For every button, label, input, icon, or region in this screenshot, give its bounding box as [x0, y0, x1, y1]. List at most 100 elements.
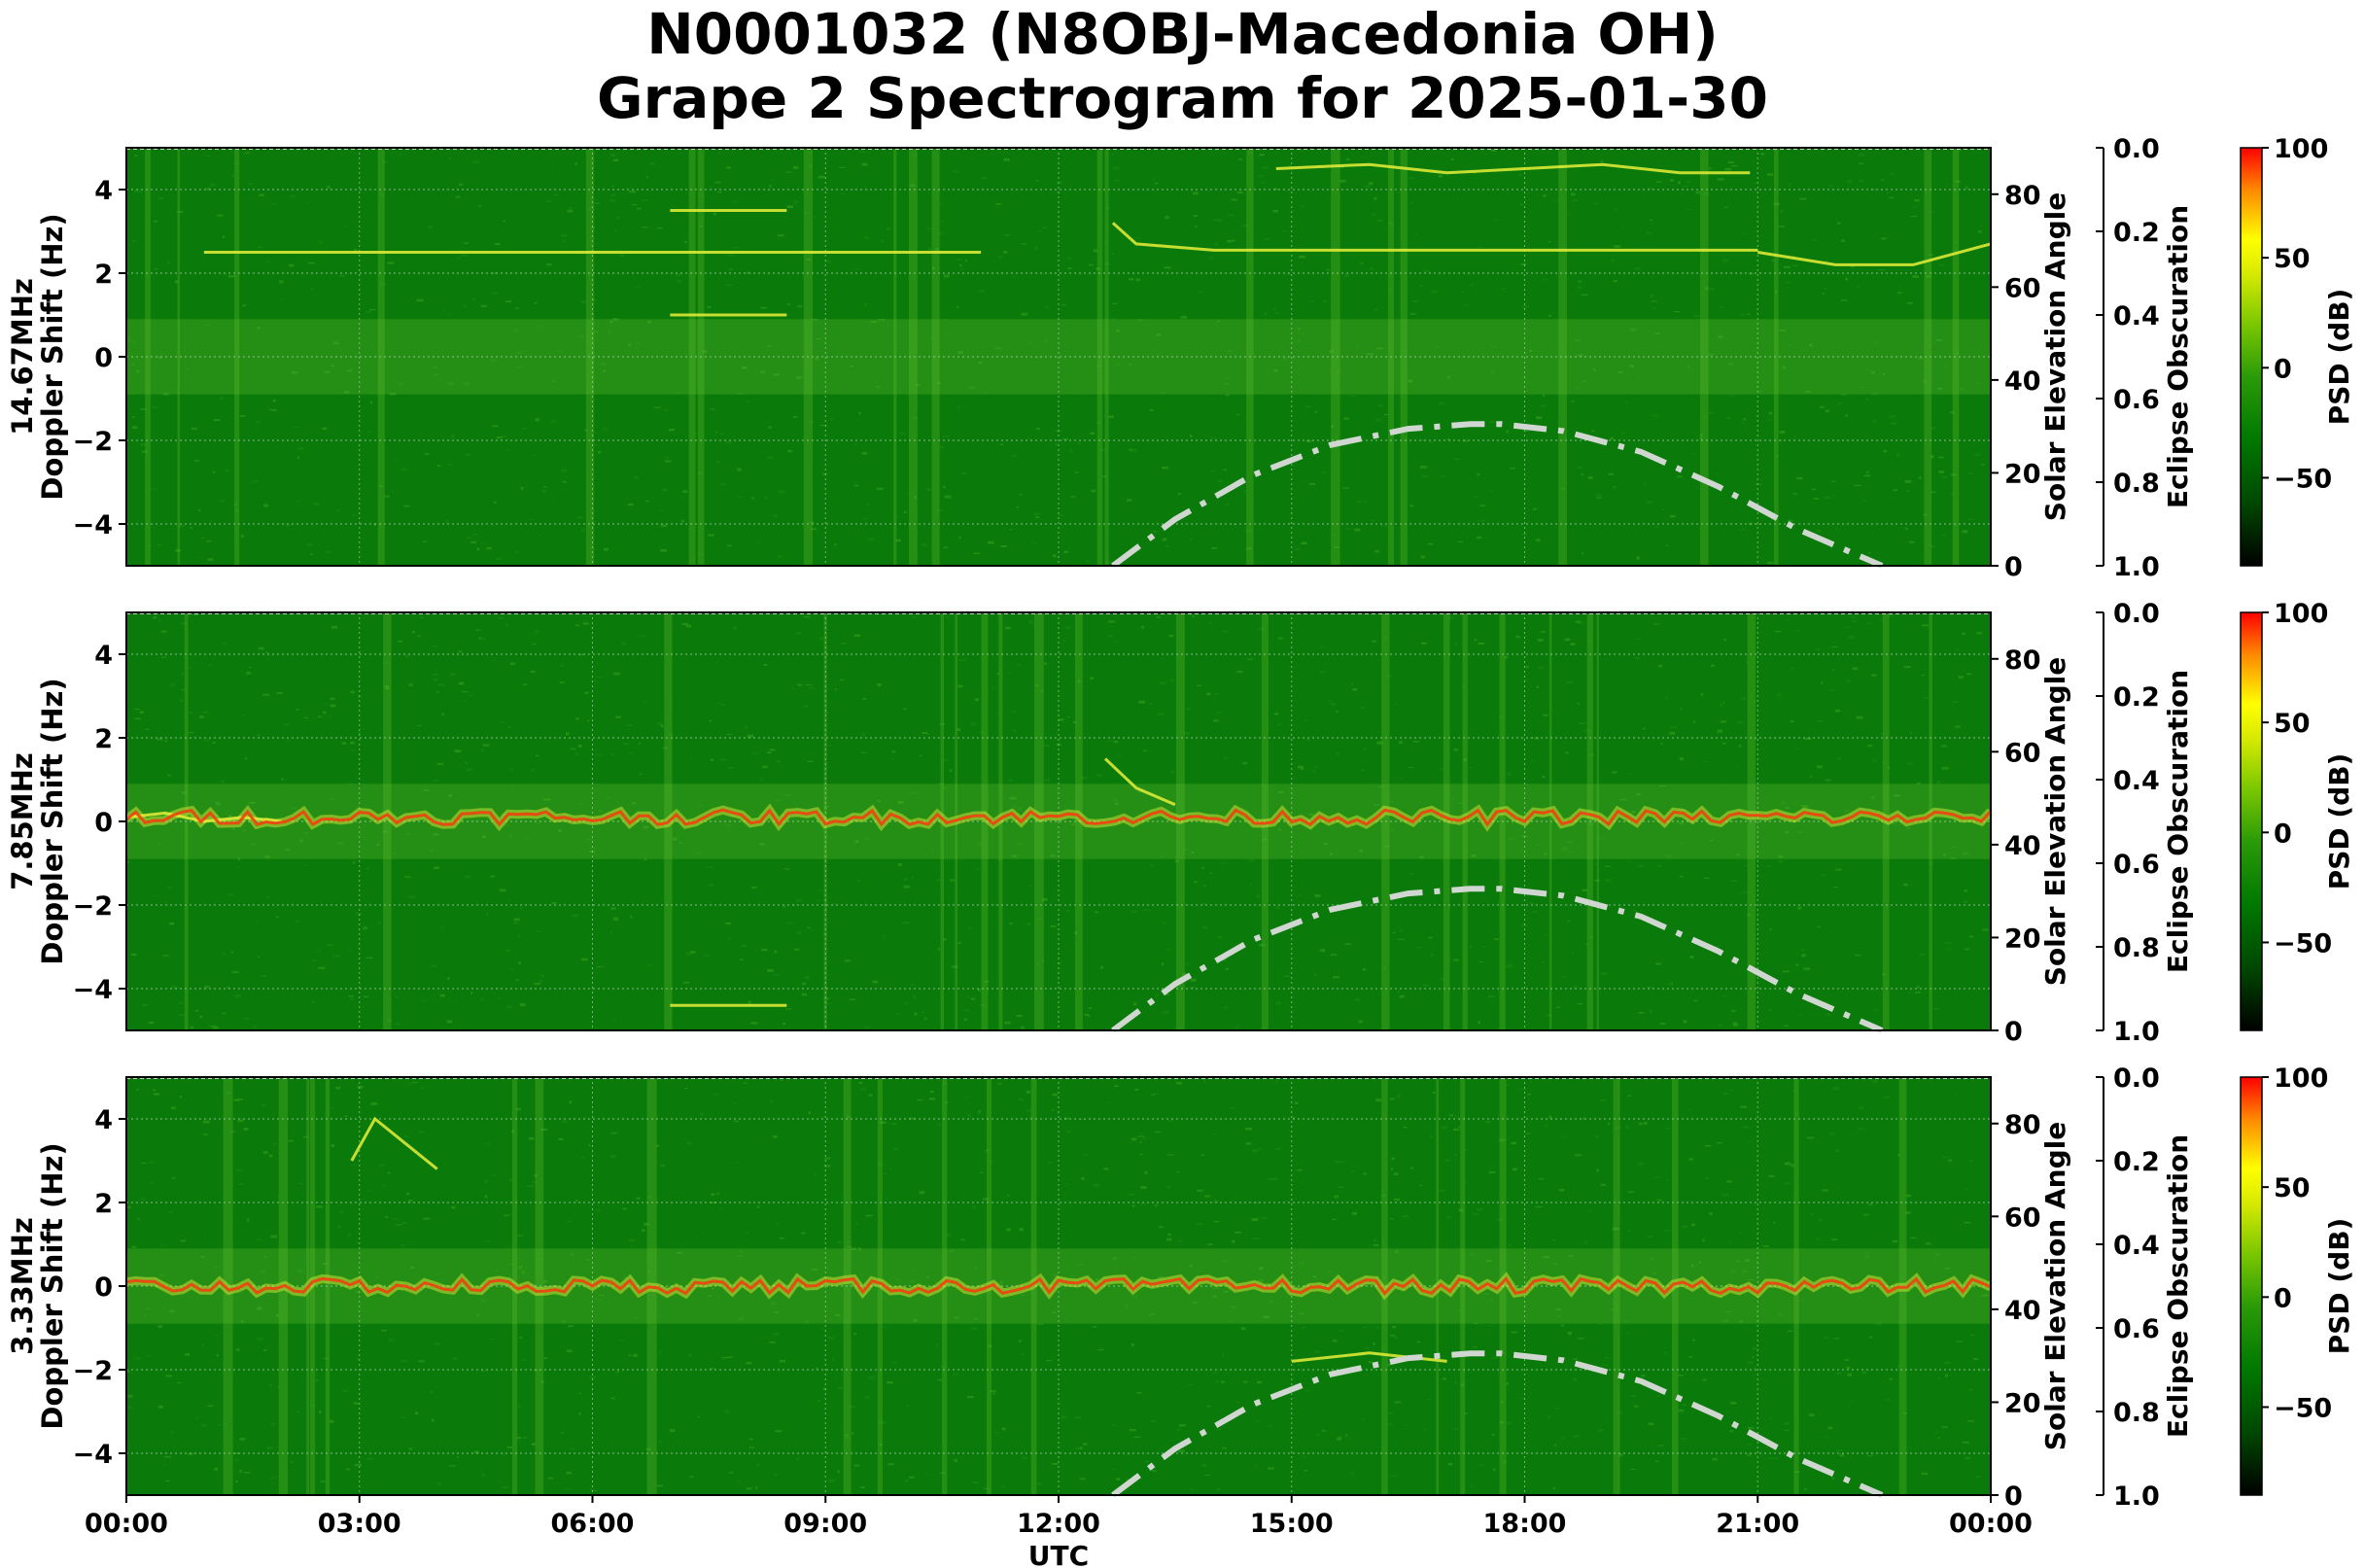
y-tick-label: −2 — [73, 427, 113, 457]
noise-speck — [463, 305, 468, 307]
noise-speck — [1767, 561, 1774, 565]
noise-speck — [818, 889, 822, 891]
signal-trace — [1757, 242, 1992, 266]
noise-speck — [804, 1320, 809, 1323]
noise-speck — [341, 742, 347, 745]
noise-speck — [837, 1241, 842, 1244]
noise-speck — [956, 306, 959, 308]
noise-speck — [892, 1147, 899, 1151]
noise-speck — [1008, 672, 1012, 674]
noise-speck — [1975, 1476, 1981, 1479]
noise-speck — [792, 166, 799, 169]
band-label: 7.85MHz — [6, 752, 39, 890]
noise-speck — [1830, 1238, 1838, 1241]
noise-speck — [910, 1280, 916, 1282]
noise-speck — [1532, 911, 1538, 913]
noise-speck — [1212, 1372, 1219, 1374]
noise-speck — [1235, 1026, 1239, 1028]
noise-speck — [1037, 229, 1042, 232]
noise-speck — [1339, 1161, 1346, 1163]
noise-speck — [384, 685, 389, 688]
noise-speck — [646, 964, 652, 966]
noise-speck — [1019, 1098, 1024, 1101]
noise-speck — [700, 195, 707, 197]
noise-speck — [465, 453, 470, 456]
noise-speck — [485, 913, 489, 917]
noise-speck — [793, 200, 799, 204]
noise-speck — [241, 714, 246, 716]
noise-speck — [1482, 1297, 1485, 1299]
noise-speck — [1377, 219, 1384, 222]
noise-speck — [258, 246, 261, 248]
noise-speck — [1887, 766, 1891, 769]
noise-speck — [1935, 339, 1943, 341]
noise-speck — [1091, 489, 1096, 493]
noise-speck — [1866, 470, 1869, 473]
noise-speck — [539, 974, 545, 977]
noise-speck — [322, 427, 328, 430]
noise-speck — [1170, 679, 1174, 682]
noise-speck — [1866, 622, 1871, 625]
noise-speck — [401, 1222, 406, 1224]
noise-speck — [611, 186, 615, 188]
noise-speck — [374, 1276, 379, 1278]
noise-speck — [472, 534, 478, 537]
noise-speck — [639, 635, 646, 638]
noise-speck — [429, 850, 435, 853]
noise-speck — [171, 986, 178, 989]
noise-speck — [312, 149, 316, 151]
noise-speck — [158, 1405, 163, 1409]
noise-speck — [1507, 772, 1511, 776]
noise-speck — [656, 722, 663, 726]
noise-speck — [1836, 1448, 1843, 1451]
noise-speck — [1654, 526, 1659, 528]
noise-speck — [297, 1270, 304, 1272]
noise-speck — [1374, 418, 1381, 422]
noise-speck — [1103, 1167, 1109, 1170]
noise-speck — [1816, 648, 1821, 650]
noise-speck — [1827, 1426, 1833, 1430]
noise-speck — [1847, 1373, 1852, 1376]
noise-speck — [246, 672, 252, 675]
noise-speck — [767, 456, 774, 460]
noise-speck — [929, 337, 933, 340]
noise-speck — [1732, 1022, 1738, 1025]
noise-speck — [350, 749, 355, 751]
noise-speck — [1182, 848, 1188, 851]
noise-speck — [486, 546, 492, 550]
eclipse-tick-label: 0.2 — [2113, 682, 2160, 713]
noise-speck — [1934, 1253, 1941, 1256]
noise-speck — [1113, 798, 1118, 802]
noise-speck — [583, 619, 587, 621]
noise-speck — [277, 1195, 281, 1198]
stripe — [1075, 612, 1083, 1030]
noise-speck — [854, 1222, 858, 1225]
noise-speck — [1560, 1135, 1567, 1137]
noise-speck — [1202, 925, 1208, 929]
noise-speck — [1499, 715, 1504, 719]
noise-speck — [1908, 991, 1911, 993]
noise-speck — [515, 550, 519, 553]
noise-speck — [1668, 982, 1673, 985]
noise-speck — [1334, 1195, 1339, 1199]
noise-speck — [1638, 1123, 1643, 1126]
noise-speck — [824, 1002, 832, 1005]
noise-speck — [433, 673, 439, 676]
noise-speck — [711, 1202, 717, 1204]
noise-speck — [1636, 556, 1640, 560]
noise-speck — [1784, 1422, 1791, 1425]
noise-speck — [262, 693, 270, 696]
carrier-line — [125, 808, 1993, 827]
noise-speck — [1730, 879, 1738, 883]
noise-speck — [248, 183, 253, 185]
noise-speck — [1301, 541, 1307, 545]
y-tick-label: 2 — [94, 724, 113, 754]
noise-speck — [1107, 741, 1113, 743]
noise-speck — [870, 321, 878, 323]
noise-speck — [1174, 859, 1179, 862]
noise-speck — [1021, 1352, 1024, 1356]
noise-speck — [1299, 205, 1306, 207]
noise-speck — [612, 318, 619, 321]
noise-speck — [517, 934, 521, 938]
